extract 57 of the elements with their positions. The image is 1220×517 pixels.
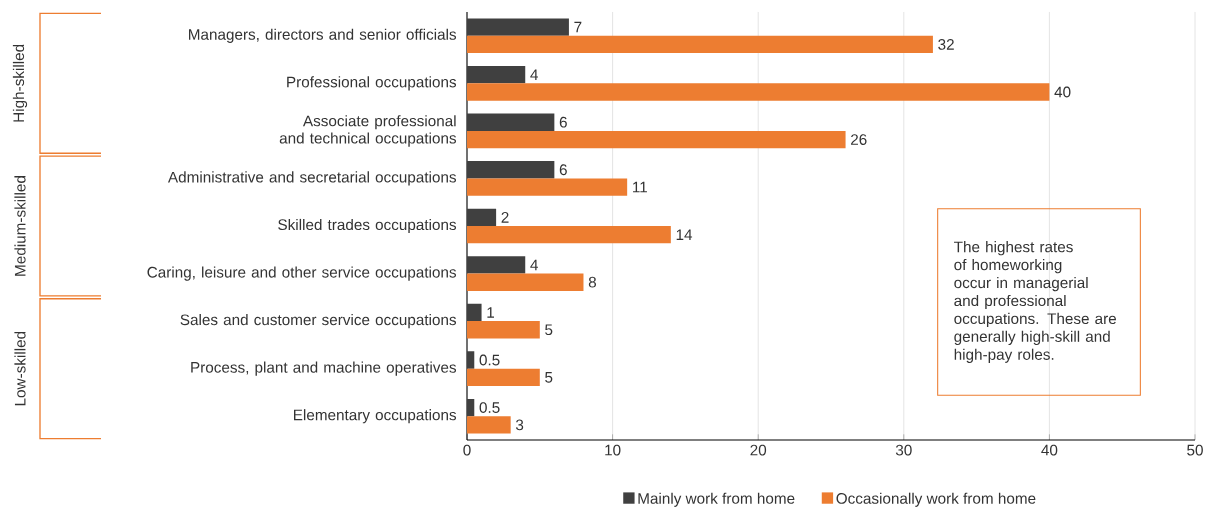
bar <box>467 161 555 179</box>
data-label: 6 <box>559 116 567 128</box>
data-label: 5 <box>545 372 553 383</box>
legend-label: Mainly work from home <box>638 492 795 507</box>
x-tick-label: 0 <box>463 444 471 456</box>
bar <box>467 18 569 36</box>
bar <box>467 208 497 226</box>
y-tick-label: Elementary occupations <box>294 409 457 424</box>
data-label: 11 <box>633 181 647 193</box>
text: Medium-skilled <box>14 176 26 276</box>
bar <box>467 398 475 417</box>
bar <box>467 416 511 434</box>
data-label: 4 <box>530 69 538 80</box>
bar <box>467 225 671 244</box>
y-tick-label: Associate professional and technical occupations <box>279 115 457 147</box>
data-label: 0.5 <box>479 354 500 366</box>
x-tick-label: 20 <box>750 444 767 456</box>
bar <box>467 256 526 274</box>
data-label: 26 <box>851 134 867 145</box>
data-label: 14 <box>676 229 693 240</box>
data-label: 7 <box>574 21 582 33</box>
bar <box>467 178 628 196</box>
text: High-skilled <box>12 44 28 122</box>
y-tick-label: Skilled trades occupations <box>278 218 457 234</box>
data-label: 4 <box>530 259 538 271</box>
x-tick-label: 30 <box>895 444 912 456</box>
bar <box>467 130 846 149</box>
data-label: 5 <box>545 324 553 336</box>
data-label: 8 <box>588 276 597 288</box>
x-tick-label: 40 <box>1041 444 1058 456</box>
data-label: 1 <box>487 307 494 318</box>
bar <box>467 303 482 322</box>
bar <box>467 113 555 131</box>
x-tick-label: 10 <box>605 444 621 456</box>
data-label: 3 <box>515 419 524 431</box>
data-label: 6 <box>559 164 567 176</box>
annotation: The highest rates of homeworking occur in managerial and professional occupations. These are generally high-skill and high-pay roles. <box>954 241 1117 363</box>
bar <box>467 65 526 84</box>
data-label: 0.5 <box>479 402 500 413</box>
y-tick-label: Sales and customer service occupations <box>180 314 457 329</box>
bar <box>467 273 584 291</box>
bar <box>467 35 933 54</box>
data-label: 2 <box>501 212 509 223</box>
text: Low-skilled <box>14 331 26 406</box>
y-tick-label: Caring, leisure and other service occupations <box>147 266 457 281</box>
y-tick-label: Managers, directors and senior officials <box>189 28 457 43</box>
legend-label: Occasionally work from home <box>836 492 1036 507</box>
x-tick-label: 50 <box>1187 444 1203 456</box>
bar <box>467 83 1050 101</box>
bar <box>467 368 540 386</box>
bar <box>467 321 540 339</box>
y-tick-label: Process, plant and machine operatives <box>191 361 457 376</box>
y-tick-label: Professional occupations <box>287 76 457 91</box>
bar <box>467 351 475 369</box>
data-label: 40 <box>1054 86 1071 98</box>
data-label: 32 <box>938 39 954 50</box>
y-tick-label: Administrative and secretarial occupations <box>167 171 457 186</box>
